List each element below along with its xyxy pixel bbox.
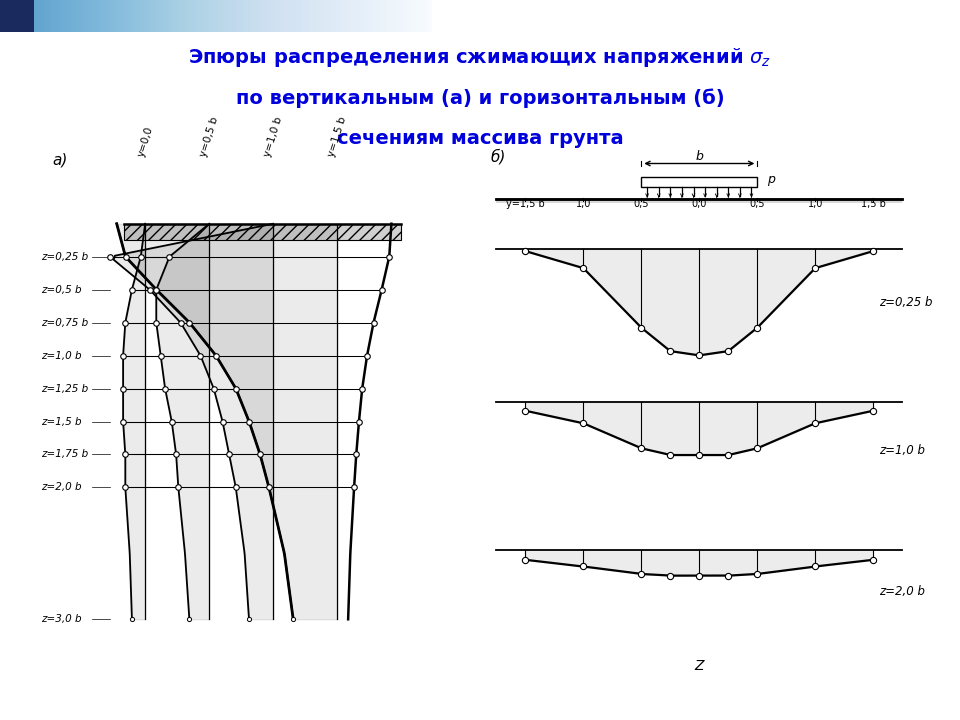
Bar bbox=[124, 224, 401, 240]
Text: а): а) bbox=[53, 153, 68, 167]
Text: 0,5: 0,5 bbox=[634, 199, 649, 209]
Text: z=0,25 b: z=0,25 b bbox=[41, 252, 88, 261]
Text: y=1,0 b: y=1,0 b bbox=[262, 115, 284, 158]
Bar bbox=[641, 177, 757, 187]
Text: z=3,0 b: z=3,0 b bbox=[41, 614, 82, 624]
Text: y=0,5 b: y=0,5 b bbox=[199, 115, 220, 158]
Text: b: b bbox=[695, 150, 704, 163]
Text: z=1,25 b: z=1,25 b bbox=[41, 384, 88, 394]
Text: б): б) bbox=[491, 149, 506, 165]
Text: z=1,5 b: z=1,5 b bbox=[41, 416, 82, 426]
Text: z=0,75 b: z=0,75 b bbox=[41, 318, 88, 328]
Text: z=0,5 b: z=0,5 b bbox=[41, 284, 82, 294]
Text: Эпюры распределения сжимающих напряжений $\sigma_z$: Эпюры распределения сжимающих напряжений… bbox=[188, 46, 772, 69]
Text: 0,5: 0,5 bbox=[750, 199, 765, 209]
Text: z=1,0 b: z=1,0 b bbox=[41, 351, 82, 361]
Bar bbox=[496, 199, 902, 202]
Text: 1,0: 1,0 bbox=[576, 199, 591, 209]
Text: p: p bbox=[766, 173, 775, 186]
Bar bbox=[0, 0, 34, 32]
Text: z=2,0 b: z=2,0 b bbox=[41, 482, 82, 492]
Text: y=1,5 b: y=1,5 b bbox=[326, 115, 348, 158]
Text: Z: Z bbox=[694, 660, 704, 673]
Text: 0,0: 0,0 bbox=[691, 199, 707, 209]
Text: y=0,0: y=0,0 bbox=[135, 125, 155, 158]
Text: z=1,0 b: z=1,0 b bbox=[879, 444, 925, 456]
Text: сечениям массива грунта: сечениям массива грунта bbox=[337, 129, 623, 148]
Text: 1,5 b: 1,5 b bbox=[861, 199, 886, 209]
Text: z=0,25 b: z=0,25 b bbox=[879, 296, 932, 309]
Text: y=1,5 b: y=1,5 b bbox=[506, 199, 544, 209]
Text: z=1,75 b: z=1,75 b bbox=[41, 449, 88, 459]
Text: по вертикальным (а) и горизонтальным (б): по вертикальным (а) и горизонтальным (б) bbox=[236, 88, 724, 108]
Text: 1,0: 1,0 bbox=[807, 199, 823, 209]
Text: z=2,0 b: z=2,0 b bbox=[879, 585, 925, 598]
